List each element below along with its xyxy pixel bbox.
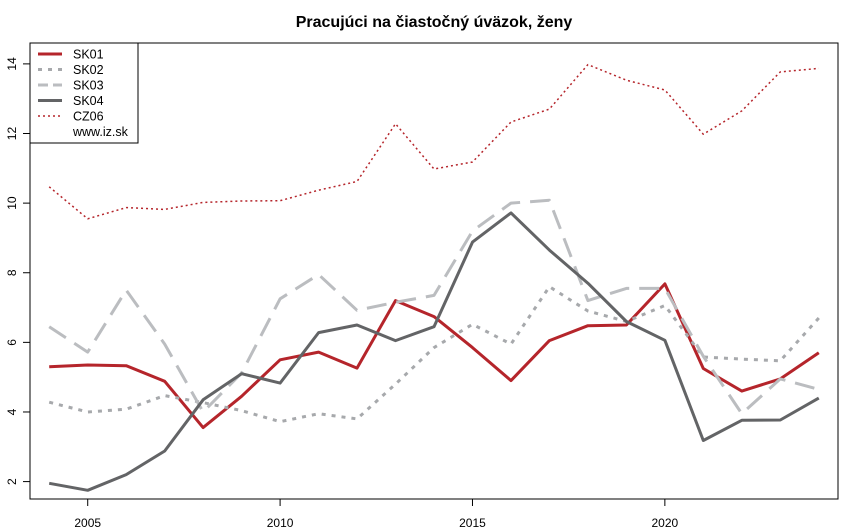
- legend-label: CZ06: [73, 110, 104, 124]
- y-tick-label: 6: [5, 339, 19, 346]
- plot-frame: [29, 42, 839, 500]
- y-tick-label: 8: [5, 269, 19, 276]
- axes: 2005 2010 2015 2020 2 4 6 8 10 12 14: [5, 57, 679, 530]
- series-line-cz06: [48, 63, 819, 220]
- series-lines: [48, 63, 820, 492]
- x-tick-label: 2005: [74, 516, 101, 530]
- legend-label: SK01: [73, 48, 104, 62]
- y-tick-label: 4: [5, 408, 19, 415]
- x-tick-label: 2015: [459, 516, 486, 530]
- y-tick-label: 12: [5, 127, 19, 141]
- legend-label: SK04: [73, 94, 104, 108]
- series-line-sk02: [48, 285, 820, 424]
- x-tick-label: 2020: [652, 516, 679, 530]
- legend-source-note: www.iz.sk: [72, 125, 129, 139]
- legend-label: SK02: [73, 63, 104, 77]
- x-tick-label: 2010: [267, 516, 294, 530]
- y-tick-label: 2: [5, 478, 19, 485]
- legend-label: SK03: [73, 79, 104, 93]
- y-tick-label: 10: [5, 196, 19, 210]
- y-tick-label: 14: [5, 57, 19, 71]
- series-line-sk03: [48, 198, 820, 416]
- legend-box: [29, 42, 139, 144]
- chart-title: Pracujúci na čiastočný úväzok, ženy: [296, 14, 573, 31]
- series-line-sk04: [48, 211, 820, 492]
